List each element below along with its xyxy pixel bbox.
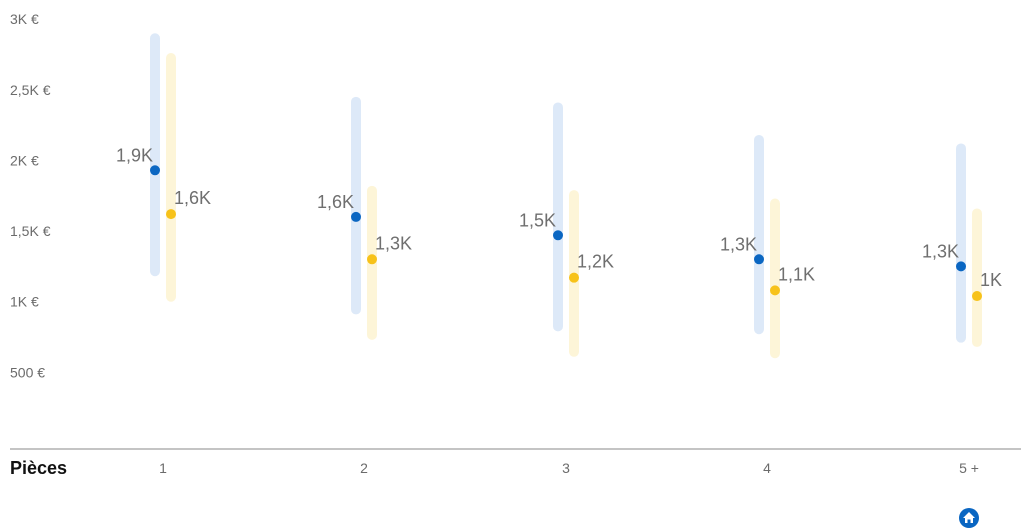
data-points xyxy=(150,165,982,302)
range-bar xyxy=(150,33,160,277)
data-label: 1,2K xyxy=(577,252,614,272)
range-bar xyxy=(351,96,361,315)
data-labels: 1,9K 1,6K 1,5K 1,3K 1,3K 1,6K 1,3K 1,2K 1,1K 1K xyxy=(116,145,1002,290)
x-tick-label: 4 xyxy=(763,460,771,476)
data-label: 1,3K xyxy=(375,233,412,253)
y-axis: 3K € 2,5K € 2K € 1,5K € 1K € 500 € xyxy=(10,11,51,380)
data-point xyxy=(553,230,563,241)
x-tick-label: 1 xyxy=(159,460,167,476)
data-point xyxy=(166,209,176,220)
data-point xyxy=(956,261,966,272)
range-bar xyxy=(972,208,982,347)
data-point xyxy=(367,254,377,265)
range-bar xyxy=(166,53,176,302)
data-point xyxy=(150,165,160,176)
data-label: 1,3K xyxy=(922,241,959,261)
range-bars xyxy=(150,33,982,359)
x-axis-title: Pièces xyxy=(10,458,67,478)
data-point xyxy=(351,211,361,222)
y-tick-label: 3K € xyxy=(10,11,39,27)
data-point xyxy=(754,254,764,265)
range-bar xyxy=(754,134,764,335)
range-bar xyxy=(553,102,563,332)
range-bar xyxy=(956,143,966,343)
y-tick-label: 2,5K € xyxy=(10,82,51,98)
data-label: 1,1K xyxy=(778,264,815,284)
range-bar xyxy=(770,198,780,359)
x-tick-label: 3 xyxy=(562,460,570,476)
x-tick-label: 2 xyxy=(360,460,368,476)
x-tick-label: 5 + xyxy=(959,460,979,476)
home-icon[interactable] xyxy=(959,508,979,528)
data-label: 1,9K xyxy=(116,145,153,165)
x-axis: 1 2 3 4 5 + xyxy=(159,460,979,476)
data-point xyxy=(569,272,579,283)
data-label: 1K xyxy=(980,270,1002,290)
data-label: 1,6K xyxy=(174,188,211,208)
y-tick-label: 1K € xyxy=(10,294,39,310)
y-tick-label: 500 € xyxy=(10,364,45,380)
y-tick-label: 1,5K € xyxy=(10,223,51,239)
data-label: 1,3K xyxy=(720,234,757,254)
data-label: 1,6K xyxy=(317,192,354,212)
data-point xyxy=(972,291,982,302)
y-tick-label: 2K € xyxy=(10,152,39,168)
data-label: 1,5K xyxy=(519,210,556,230)
data-point xyxy=(770,285,780,296)
